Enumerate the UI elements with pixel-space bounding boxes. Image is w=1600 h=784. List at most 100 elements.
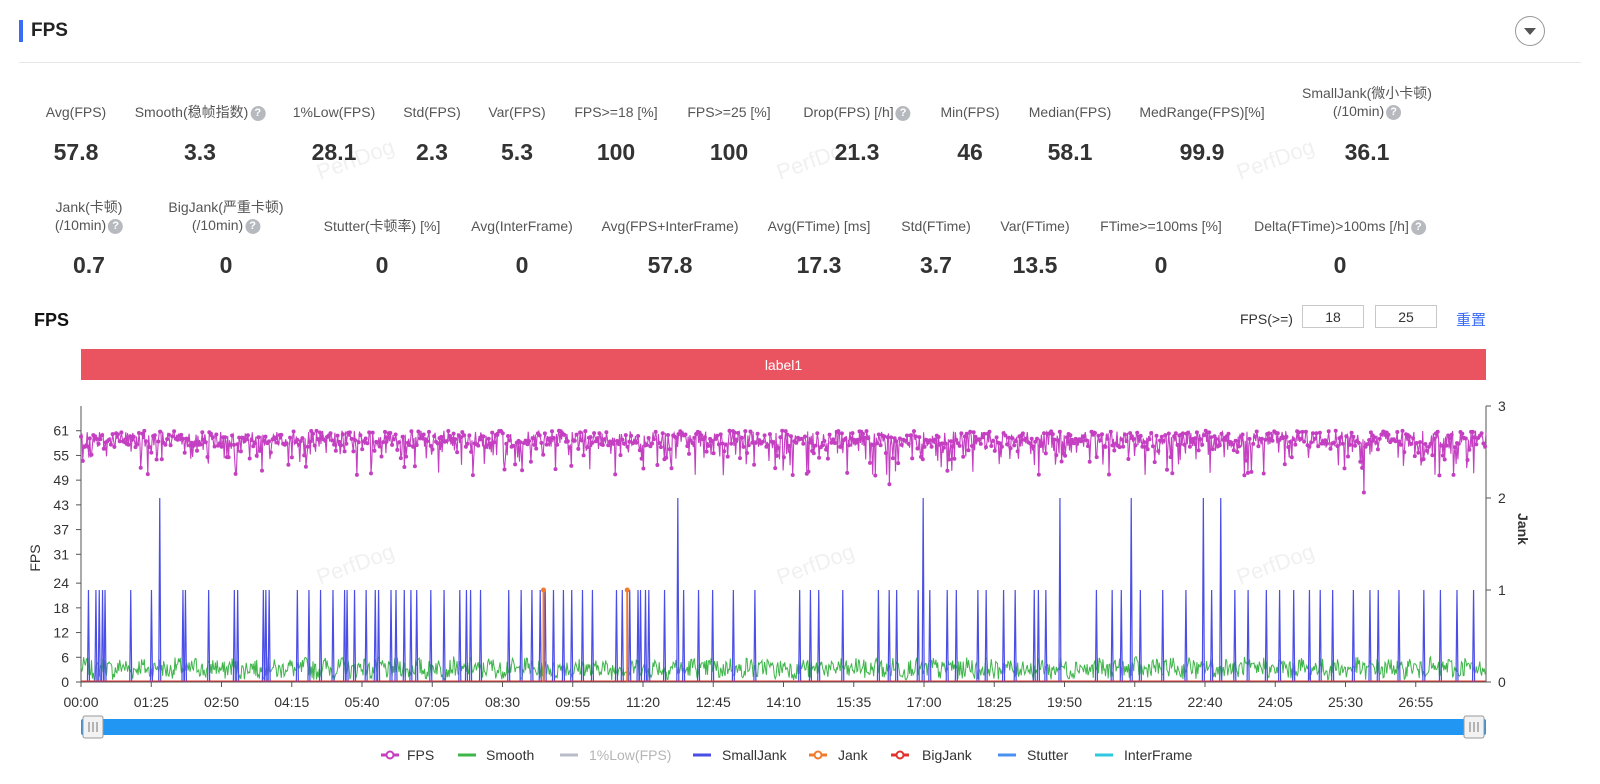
fps-point (1288, 439, 1293, 444)
fps-point (1342, 466, 1347, 471)
fps-threshold-low-input[interactable] (1302, 305, 1364, 328)
smalljank-spike (232, 589, 236, 683)
fps-point (943, 441, 948, 446)
fps-point (1010, 436, 1015, 441)
fps-point (1339, 435, 1343, 440)
legend-item-stutter[interactable]: Stutter (998, 747, 1069, 763)
metric-row2-1: BigJank(严重卡顿) (/10min)? 0 (168, 198, 283, 278)
fps-threshold-high-input[interactable] (1375, 305, 1437, 328)
fps-point (1411, 436, 1416, 441)
fps-point (305, 444, 310, 449)
metric-label-text: SmallJank(微小卡顿) (1302, 85, 1432, 101)
fps-point (1281, 436, 1285, 441)
collapse-chevron-icon[interactable] (1515, 16, 1545, 46)
series-fps-line (80, 429, 1487, 493)
y-tick-label: 6 (61, 649, 69, 665)
help-icon[interactable]: ? (895, 105, 911, 121)
fps-point (532, 442, 537, 447)
fps-point (1432, 436, 1437, 441)
fps-point (193, 442, 198, 447)
y-tick-label: 12 (53, 625, 69, 641)
metric-label-text: Var(FPS) (488, 104, 546, 120)
fps-point (1344, 434, 1349, 439)
fps-point (650, 441, 655, 446)
metric-label: Drop(FPS) [/h]? (803, 103, 911, 121)
fps-point (920, 457, 925, 462)
help-icon[interactable]: ? (108, 218, 124, 234)
fps-point (583, 429, 588, 434)
fps-point (175, 437, 180, 442)
reset-button[interactable]: 重置 (1456, 312, 1487, 329)
fps-point (1286, 445, 1291, 449)
fps-point (899, 442, 904, 447)
fps-point (256, 435, 261, 440)
help-icon[interactable]: ? (245, 218, 261, 234)
smalljank-spike (798, 589, 802, 683)
fps-point (1003, 433, 1008, 438)
fps-point (119, 430, 124, 435)
smalljank-spike (887, 589, 891, 683)
smalljank-spike (1001, 589, 1006, 683)
legend-item-1-low-fps-[interactable]: 1%Low(FPS) (560, 747, 671, 763)
fps-point (469, 449, 474, 454)
fps-point (307, 439, 312, 444)
metric-value: 28.1 (311, 139, 357, 165)
legend-item-bigjank[interactable]: BigJank (891, 747, 973, 763)
fps-point (1425, 448, 1430, 453)
fps-point (641, 466, 646, 471)
fps-point (1375, 447, 1380, 452)
fps-point (606, 443, 611, 448)
fps-point (1416, 450, 1421, 455)
legend-item-smalljank[interactable]: SmallJank (693, 747, 788, 763)
fps-point (360, 447, 365, 452)
fps-point (794, 440, 799, 445)
smalljank-spike (1119, 589, 1123, 683)
legend-item-smooth[interactable]: Smooth (458, 747, 534, 763)
fps-point (1397, 439, 1401, 444)
metric-label: Avg(FPS+InterFrame) (601, 217, 738, 235)
fps-point (1418, 440, 1423, 445)
fps-point (604, 430, 609, 435)
fps-point (370, 430, 375, 435)
smalljank-spike (808, 589, 813, 683)
smalljank-spike (647, 589, 651, 683)
fps-point (1012, 443, 1017, 448)
smalljank-spike (97, 589, 101, 683)
fps-point (752, 462, 757, 467)
legend-item-jank[interactable]: Jank (809, 747, 869, 763)
smalljank-spike (129, 589, 133, 683)
metric-label-text: Std(FPS) (403, 104, 461, 120)
fps-point (137, 431, 141, 435)
fps-point (147, 445, 152, 449)
y2-tick-label: 0 (1498, 674, 1506, 690)
legend-item-interframe[interactable]: InterFrame (1095, 747, 1193, 763)
fps-point (876, 432, 881, 437)
fps-point (411, 444, 416, 449)
help-icon[interactable]: ? (1410, 219, 1426, 235)
legend-item-fps[interactable]: FPS (381, 747, 434, 763)
smalljank-spike (458, 589, 462, 683)
smalljank-spike (1246, 589, 1250, 683)
watermark: PerfDog (773, 539, 857, 590)
fps-point (311, 431, 315, 436)
fps-point (864, 429, 869, 434)
fps-point (892, 436, 897, 441)
fps-point (465, 441, 470, 446)
fps-point (1128, 431, 1133, 436)
fps-point (922, 444, 927, 449)
fps-point (578, 430, 583, 435)
legend-marker (895, 750, 905, 760)
help-icon[interactable]: ? (1386, 104, 1402, 120)
fps-point (1240, 432, 1245, 437)
section-header: FPS (19, 12, 1581, 63)
fps-point (397, 440, 402, 445)
help-icon[interactable]: ? (250, 105, 266, 121)
fps-point (885, 435, 890, 440)
fps-point (383, 429, 387, 434)
fps-point (977, 437, 981, 442)
smalljank-spike (1376, 589, 1380, 683)
fps-point (226, 455, 231, 460)
fps-point (492, 440, 496, 445)
fps-point (622, 441, 626, 446)
fps-point (1470, 429, 1475, 434)
